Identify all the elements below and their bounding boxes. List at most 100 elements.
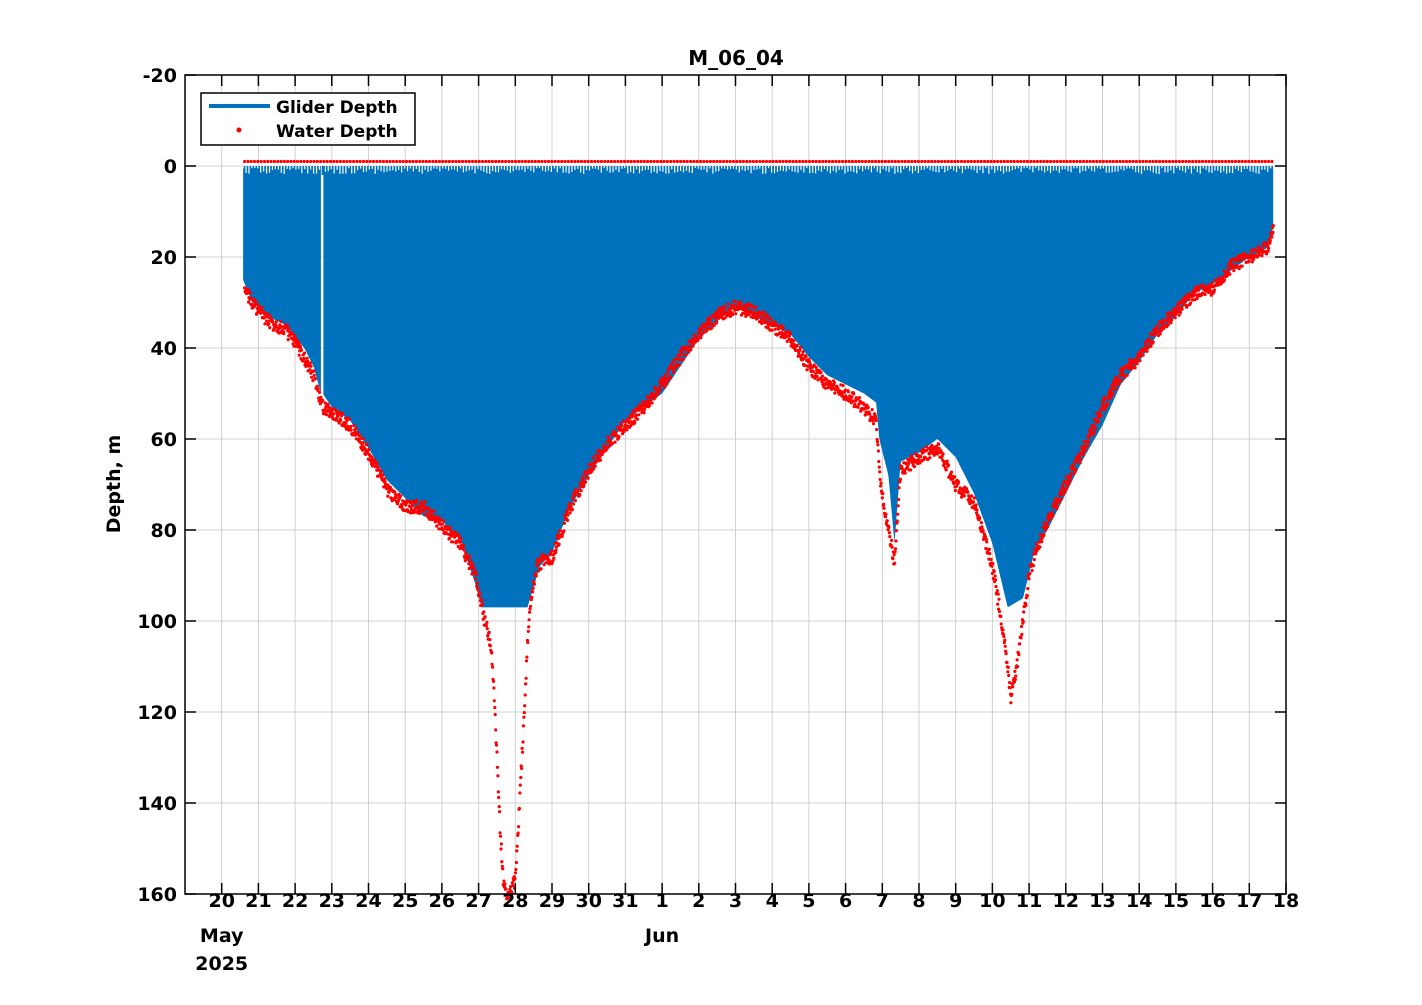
water-depth-point (524, 682, 528, 686)
surface-point (1085, 159, 1089, 164)
water-depth-point (385, 487, 389, 491)
water-depth-point (787, 337, 791, 341)
water-depth-point (516, 831, 520, 835)
surface-point (893, 159, 897, 164)
water-depth-point (515, 849, 519, 853)
water-depth-point (715, 319, 719, 323)
surface-point (444, 159, 448, 164)
water-depth-point (691, 344, 695, 348)
water-depth-point (259, 308, 263, 312)
surface-point (979, 159, 983, 164)
water-depth-point (649, 396, 653, 400)
water-depth-point (520, 766, 524, 771)
surface-point (791, 159, 795, 164)
surface-point (883, 159, 888, 164)
surface-point (1224, 159, 1228, 164)
water-depth-point (937, 442, 941, 446)
water-depth-point (1030, 568, 1034, 573)
water-depth-point (706, 318, 710, 322)
surface-point (867, 159, 871, 164)
water-depth-point (642, 411, 646, 415)
surface-point (629, 159, 633, 164)
water-depth-point (669, 363, 674, 367)
water-depth-point (960, 495, 964, 499)
water-depth-point (404, 503, 408, 507)
water-depth-point (761, 310, 766, 314)
water-depth-point (473, 577, 477, 581)
surface-point (355, 159, 359, 164)
surface-point (940, 159, 944, 164)
surface-point (418, 159, 422, 164)
water-depth-point (1235, 264, 1239, 268)
y-tick-label: 60 (151, 429, 177, 451)
water-depth-point (765, 313, 770, 317)
water-depth-point (1144, 342, 1148, 347)
surface-point (755, 159, 759, 164)
water-depth-point (769, 317, 773, 321)
x-tick-label: 11 (1016, 890, 1042, 912)
water-depth-point (811, 369, 815, 373)
water-depth-point (1266, 244, 1270, 248)
surface-point (1243, 159, 1247, 164)
water-depth-point (257, 305, 261, 309)
surface-point (811, 159, 815, 164)
water-depth-point (495, 750, 499, 754)
water-depth-point (1262, 244, 1266, 248)
water-depth-point (531, 586, 535, 590)
water-depth-point (882, 502, 886, 506)
surface-point (794, 159, 798, 164)
water-depth-point (850, 395, 854, 399)
legend-box (200, 92, 416, 146)
water-depth-point (560, 534, 564, 538)
water-depth-point (598, 448, 602, 452)
water-depth-point (684, 353, 688, 357)
x-tick-label: 2 (692, 890, 705, 912)
surface-point (404, 159, 409, 164)
x-tick-label: 20 (208, 890, 234, 912)
surface-point (784, 159, 788, 164)
surface-point (309, 159, 313, 164)
water-depth-point (579, 485, 583, 489)
water-depth-point (523, 704, 527, 708)
x-tick-label: 28 (502, 890, 528, 912)
water-depth-point (1055, 507, 1059, 511)
legend-water-label: Water Depth (276, 122, 398, 142)
water-depth-point (527, 625, 531, 629)
water-depth-point (704, 326, 708, 330)
surface-point (599, 159, 604, 164)
water-depth-point (267, 322, 271, 326)
surface-point (1075, 159, 1079, 164)
water-depth-point (1053, 505, 1057, 509)
water-depth-point (879, 481, 883, 485)
chart-title: M_06_04 (688, 46, 784, 70)
water-depth-point (1177, 313, 1181, 317)
x-tick-label: 25 (392, 890, 418, 912)
water-depth-point (1002, 634, 1006, 639)
water-depth-point (1125, 373, 1129, 377)
water-depth-point (1182, 300, 1186, 304)
water-depth-point (1222, 269, 1226, 273)
surface-point (1035, 159, 1039, 164)
water-depth-point (661, 383, 665, 387)
surface-point (276, 159, 280, 164)
surface-point (850, 159, 855, 164)
water-depth-point (263, 322, 267, 326)
surface-point (246, 159, 250, 164)
surface-point (956, 159, 960, 164)
water-depth-point (1051, 513, 1055, 518)
water-depth-point (961, 490, 965, 494)
water-depth-point (1116, 383, 1120, 387)
surface-point (1088, 159, 1092, 164)
water-depth-point (554, 545, 559, 549)
surface-point (854, 159, 858, 164)
x-tick-label: 5 (802, 890, 815, 912)
water-depth-point (1103, 408, 1107, 412)
water-depth-point (991, 562, 995, 566)
x-secondary-label: Jun (643, 925, 679, 947)
surface-point (282, 159, 286, 164)
water-depth-point (585, 471, 589, 475)
water-depth-point (658, 387, 663, 391)
water-depth-point (893, 550, 897, 554)
water-depth-point (985, 540, 989, 544)
surface-point (332, 159, 336, 164)
